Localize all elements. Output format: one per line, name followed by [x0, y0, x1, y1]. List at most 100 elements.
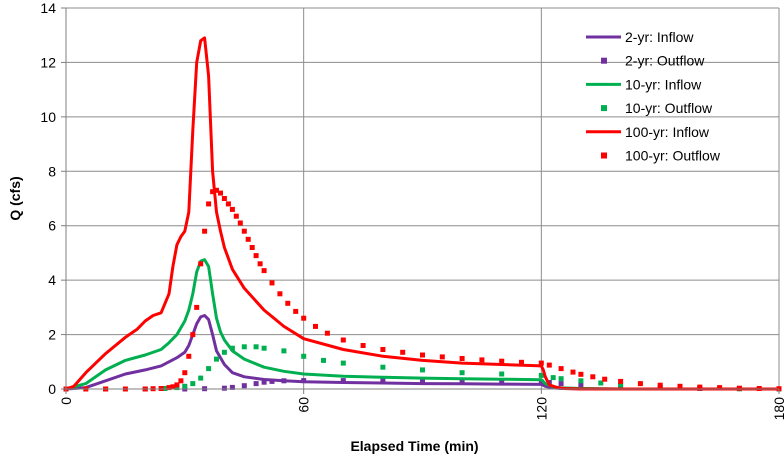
series-marker: [210, 189, 216, 195]
series-marker: [261, 345, 267, 351]
series-marker: [420, 352, 425, 358]
series-marker: [253, 253, 259, 259]
series-marker: [194, 304, 200, 310]
series-marker: [499, 379, 505, 385]
series-marker: [558, 366, 564, 372]
series-marker: [261, 379, 267, 385]
series-marker: [558, 381, 564, 387]
series-marker: [340, 378, 346, 384]
legend-swatch: [601, 105, 607, 112]
series-marker: [277, 291, 283, 297]
series-marker: [186, 353, 192, 359]
series-marker: [269, 378, 275, 384]
series-marker: [519, 359, 524, 365]
series-marker: [499, 371, 505, 377]
series-marker: [546, 362, 552, 368]
series-marker: [590, 374, 596, 380]
series-marker: [459, 378, 465, 384]
series-marker: [602, 376, 608, 382]
series-marker: [269, 280, 275, 286]
series-marker: [380, 364, 386, 370]
series-marker: [439, 354, 445, 360]
series-marker: [198, 375, 204, 381]
x-axis-title: Elapsed Time (min): [350, 438, 478, 454]
series-marker: [324, 330, 330, 336]
series-marker: [570, 369, 576, 375]
legend-label: 10-yr: Outflow: [625, 100, 713, 116]
series-marker: [174, 382, 180, 388]
series-marker: [459, 356, 465, 361]
legend-swatch: [601, 152, 607, 159]
series-marker: [538, 360, 544, 366]
series-marker: [253, 344, 259, 350]
series-marker: [618, 382, 624, 388]
series-marker: [321, 357, 326, 363]
series-marker: [578, 378, 584, 384]
series-marker: [637, 381, 643, 387]
series-marker: [281, 348, 287, 354]
y-tick-label: 4: [48, 272, 56, 288]
series-marker: [400, 349, 406, 355]
series-marker: [717, 385, 723, 391]
series-marker: [578, 371, 584, 377]
series-marker: [241, 228, 247, 234]
legend-item: 10-yr: Inflow: [586, 76, 702, 92]
y-tick-label: 14: [40, 0, 56, 16]
series-marker: [360, 343, 366, 348]
series-marker: [313, 323, 318, 329]
series-marker: [257, 261, 263, 267]
series-marker: [697, 384, 703, 390]
series-marker: [578, 382, 584, 388]
series-marker: [538, 379, 544, 385]
x-tick-label: 120: [533, 397, 549, 421]
legend-label: 2-yr: Inflow: [625, 29, 694, 45]
x-tick-label: 60: [296, 397, 312, 413]
y-tick-label: 12: [40, 54, 56, 70]
series-marker: [190, 332, 196, 338]
series-marker: [182, 370, 188, 376]
series-marker: [301, 315, 307, 321]
series-marker: [420, 378, 425, 384]
series-marker: [657, 382, 663, 388]
series-marker: [229, 345, 235, 351]
series-marker: [340, 337, 346, 343]
tick-labels: 0 2 4 6 8 10 12 14 0 60 120 180: [40, 0, 784, 420]
series-marker: [293, 308, 299, 314]
series-marker: [229, 206, 235, 212]
series-marker: [214, 356, 219, 362]
series-marker: [499, 358, 505, 364]
series-marker: [214, 187, 219, 193]
series-marker: [736, 385, 742, 391]
y-axis-title: Q (cfs): [7, 176, 23, 220]
legend-label: 2-yr: Outflow: [625, 53, 705, 69]
series-marker: [249, 245, 255, 250]
legend-item: 100-yr: Inflow: [586, 124, 710, 140]
legend-swatch: [601, 57, 607, 64]
series-marker: [380, 347, 386, 352]
y-tick-label: 0: [48, 381, 56, 397]
series-marker: [558, 376, 564, 382]
series-marker: [618, 378, 624, 384]
series-marker: [221, 196, 227, 201]
series-marker: [190, 381, 196, 387]
series-marker: [285, 300, 291, 306]
series-marker: [229, 384, 235, 390]
legend-item: 2-yr: Outflow: [601, 53, 705, 69]
series-marker: [225, 201, 231, 207]
series-marker: [550, 375, 556, 381]
axes: [61, 7, 780, 394]
series-line: [65, 36, 779, 391]
y-tick-label: 2: [48, 327, 56, 343]
series-marker: [420, 367, 425, 373]
legend-item: 10-yr: Outflow: [601, 100, 713, 116]
series-marker: [301, 378, 307, 384]
series-marker: [459, 370, 465, 376]
series-marker: [170, 384, 176, 390]
series-marker: [261, 268, 267, 274]
x-tick-label: 180: [771, 397, 784, 421]
series-marker: [598, 380, 604, 386]
series-marker: [182, 383, 188, 389]
series-marker: [166, 385, 172, 391]
